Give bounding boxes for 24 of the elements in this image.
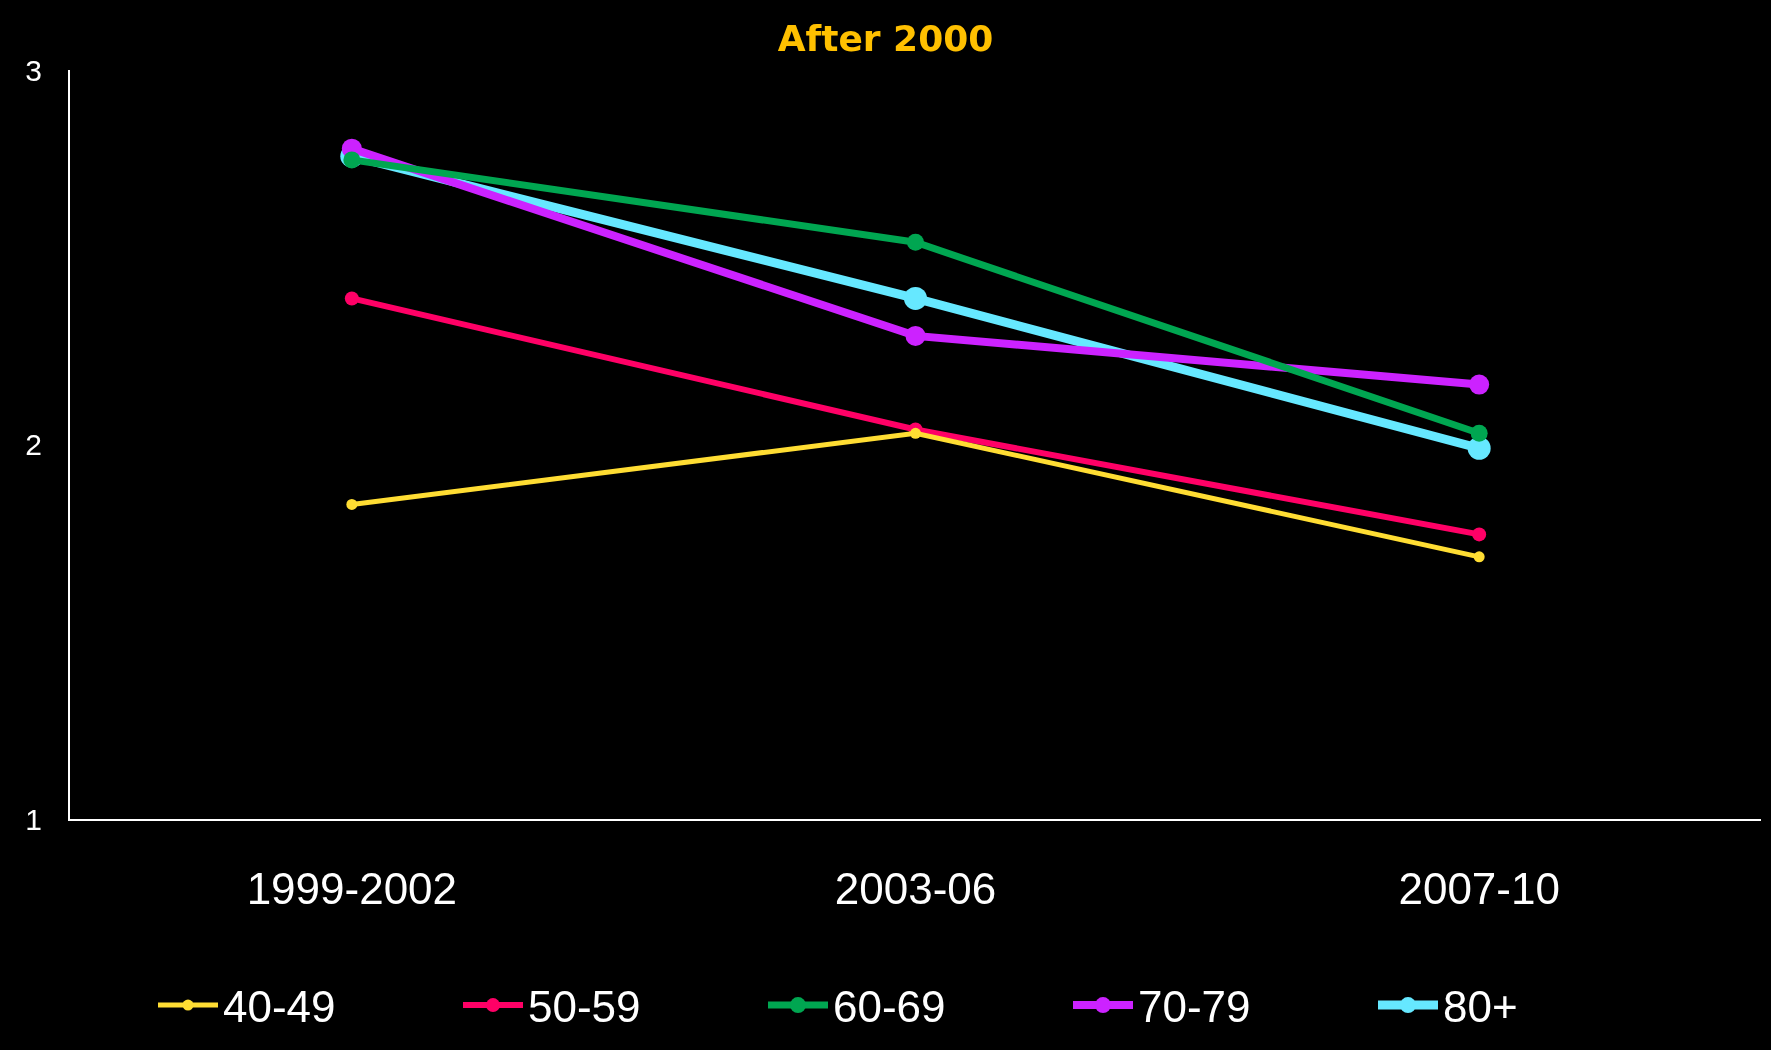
y-tick-label: 1 (25, 802, 42, 836)
point (904, 286, 927, 310)
point (905, 325, 926, 346)
y-tick-label: 3 (25, 53, 42, 87)
legend-label: 80+ (1443, 982, 1518, 1032)
legend-label: 40-49 (223, 982, 336, 1032)
y-tick-label: 2 (25, 428, 42, 461)
point (343, 151, 361, 169)
legend-label: 50-59 (528, 982, 641, 1032)
point (1467, 436, 1491, 460)
x-tick-label: 2007-10 (1398, 863, 1560, 913)
legend-label: 60-69 (833, 982, 946, 1032)
point (1472, 527, 1487, 542)
point (346, 498, 358, 510)
x-tick-label: 1999-2002 (246, 863, 458, 913)
x-tick-label: 2003-06 (834, 863, 997, 913)
point (910, 427, 921, 439)
chart-title: After 2000 (777, 18, 994, 60)
point (1473, 551, 1485, 563)
point (1469, 374, 1490, 395)
legend-label: 70-79 (1138, 982, 1251, 1032)
point (907, 233, 924, 251)
point (344, 291, 359, 306)
point (1470, 424, 1488, 442)
